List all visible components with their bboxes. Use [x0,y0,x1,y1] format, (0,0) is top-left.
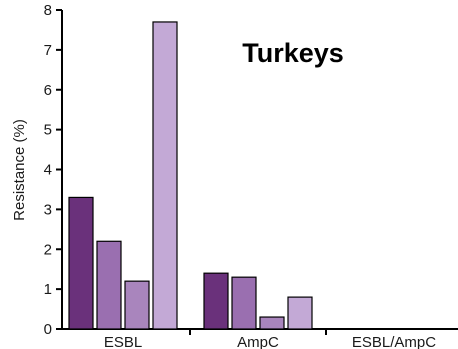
x-category-label: ESBL [104,334,142,349]
bar [124,280,150,330]
bar [287,296,313,330]
y-tick-label: 6 [44,82,52,99]
y-tick-label: 0 [44,321,52,338]
bar [68,196,94,330]
y-tick-label: 4 [44,162,52,179]
bar [203,272,229,330]
bar [259,316,285,330]
y-tick-label: 8 [44,2,52,19]
y-tick-label: 3 [44,201,52,218]
bar [231,276,257,330]
y-tick-label: 2 [44,241,52,258]
x-category-label: ESBL/AmpC [352,334,436,349]
chart-title: Turkeys [242,38,344,68]
y-axis-label: Resistance (%) [11,119,28,221]
y-tick-label: 7 [44,42,52,59]
bar [96,240,122,330]
x-category-label: AmpC [237,334,279,349]
plot-area: 0 1 2 3 4 5 6 7 8 ESBL AmpC ESBL/AmpC [44,2,458,349]
bar [152,21,178,330]
y-tick-label: 5 [44,122,52,139]
y-tick-label: 1 [44,281,52,298]
